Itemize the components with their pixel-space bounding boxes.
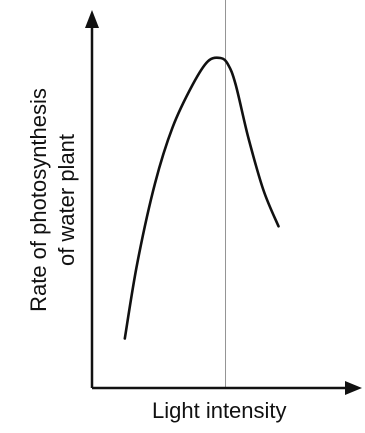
y-axis-label-line-2: of water plant <box>54 133 79 267</box>
y-axis-arrow <box>85 10 99 28</box>
x-axis-label: Light intensity <box>152 398 287 423</box>
y-axis-label: Rate of photosynthesis of water plant <box>22 35 84 365</box>
x-axis-arrow <box>345 381 362 395</box>
y-axis-label-line-1: Rate of photosynthesis <box>26 88 51 312</box>
series-line-0 <box>123 56 280 340</box>
